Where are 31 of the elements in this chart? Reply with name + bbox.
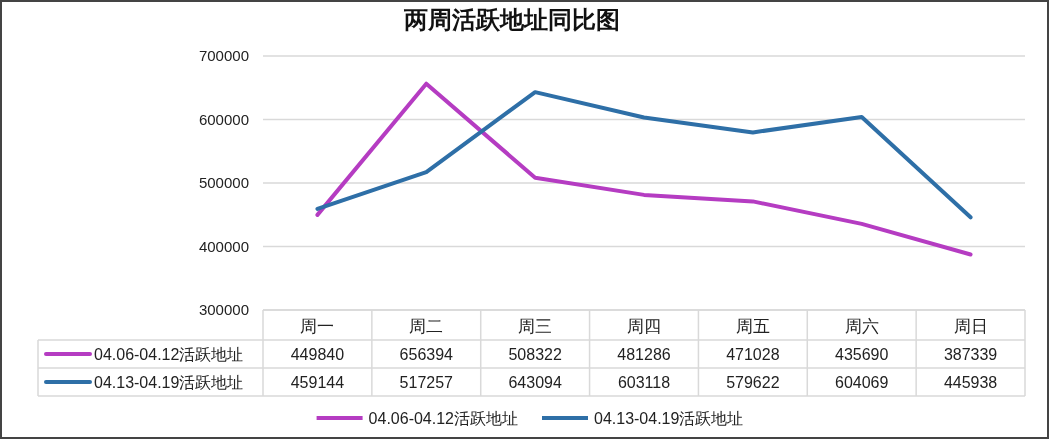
data-label: 471028 [726,346,780,363]
ytick: 300000 [198,301,249,318]
ytick: 600000 [198,110,249,128]
category: 周二 [409,317,444,336]
title: 两周活跃地址同比图 [404,7,620,33]
row-name: 04.06-04.12活跃地址 [94,346,244,363]
data-label: 579622 [726,374,780,391]
data-label: 603118 [617,374,671,391]
data-label: 656394 [399,346,453,363]
ytick: 500000 [198,174,249,191]
category: 周五 [735,317,770,336]
ytick: 700000 [198,47,249,64]
category: 周六 [844,317,879,336]
data-label: 459144 [290,374,345,391]
category: 周日 [953,317,988,336]
data-label: 435690 [835,346,889,363]
data-label: 449840 [290,346,345,363]
data-label: 643094 [508,374,562,391]
category: 周四 [627,317,661,336]
data-label: 517257 [399,374,453,391]
category: 周三 [518,317,553,336]
data-label: 508322 [508,346,562,363]
data-label: 445938 [943,374,998,391]
ytick: 400000 [198,237,249,255]
data-label: 604069 [835,374,889,391]
legend-label: 04.13-04.19活跃地址 [594,410,744,427]
data-label: 481286 [617,346,671,363]
category: 周一 [300,317,335,336]
legend-label: 04.06-04.12活跃地址 [368,410,518,427]
row-name: 04.13-04.19活跃地址 [94,374,244,391]
data-label: 387339 [943,346,998,363]
